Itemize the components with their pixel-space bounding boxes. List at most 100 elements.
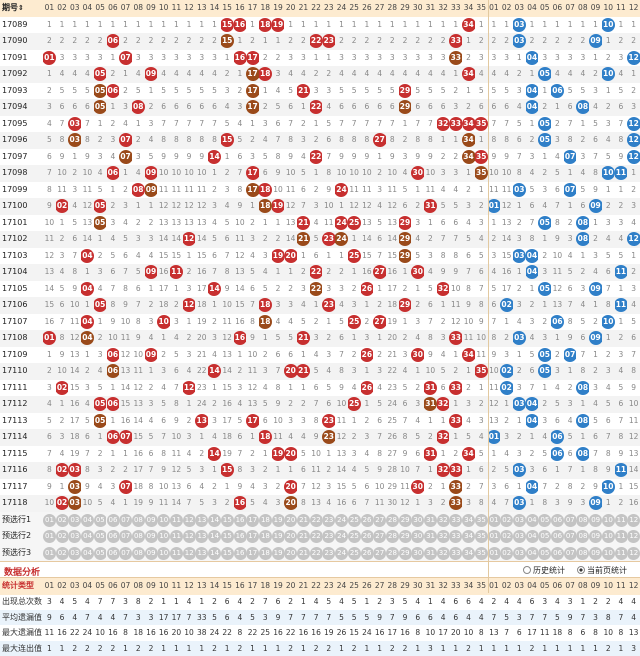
preselect-ball-cell[interactable]: 09	[589, 545, 602, 562]
preselect-ball[interactable]: 03	[68, 530, 81, 543]
preselect-ball-cell[interactable]: 24	[335, 528, 348, 545]
preselect-ball[interactable]: 06	[107, 530, 120, 543]
preselect-ball-cell[interactable]: 14	[208, 512, 221, 529]
preselect-ball[interactable]: 06	[107, 547, 120, 560]
preselect-ball[interactable]: 31	[424, 514, 437, 527]
preselect-ball-cell[interactable]: 12	[627, 545, 640, 562]
preselect-ball[interactable]: 14	[208, 530, 221, 543]
preselect-ball[interactable]: 14	[208, 514, 221, 527]
preselect-ball[interactable]: 24	[335, 547, 348, 560]
preselect-ball[interactable]: 08	[576, 530, 589, 543]
preselect-ball-cell[interactable]: 18	[259, 528, 272, 545]
preselect-ball-cell[interactable]: 29	[399, 528, 412, 545]
preselect-ball[interactable]: 04	[81, 530, 94, 543]
preselect-ball-cell[interactable]: 35	[475, 528, 488, 545]
preselect-ball-cell[interactable]: 16	[234, 512, 247, 529]
preselect-ball-cell[interactable]: 31	[424, 528, 437, 545]
preselect-ball[interactable]: 05	[538, 547, 551, 560]
preselect-ball-cell[interactable]: 12	[183, 528, 196, 545]
preselect-ball[interactable]: 18	[259, 514, 272, 527]
preselect-ball[interactable]: 05	[94, 547, 107, 560]
preselect-ball-cell[interactable]: 34	[462, 512, 475, 529]
preselect-ball[interactable]: 29	[399, 530, 412, 543]
preselect-ball[interactable]: 28	[386, 547, 399, 560]
preselect-ball-cell[interactable]: 27	[373, 528, 386, 545]
issue-column-header[interactable]: 期号⇕	[0, 0, 43, 17]
preselect-ball[interactable]: 06	[551, 514, 564, 527]
preselect-ball[interactable]: 02	[500, 547, 513, 560]
preselect-ball[interactable]: 01	[43, 547, 56, 560]
preselect-ball-cell[interactable]: 11	[615, 528, 628, 545]
preselect-ball-cell[interactable]: 22	[310, 545, 323, 562]
preselect-ball[interactable]: 10	[157, 514, 170, 527]
preselect-ball[interactable]: 10	[602, 514, 615, 527]
preselect-ball-cell[interactable]: 04	[81, 528, 94, 545]
preselect-ball-cell[interactable]: 08	[132, 528, 145, 545]
preselect-ball-cell[interactable]: 11	[170, 512, 183, 529]
preselect-ball[interactable]: 24	[335, 514, 348, 527]
preselect-ball[interactable]: 19	[272, 547, 285, 560]
preselect-ball-cell[interactable]: 20	[284, 512, 297, 529]
preselect-ball-cell[interactable]: 08	[576, 545, 589, 562]
preselect-ball[interactable]: 10	[157, 547, 170, 560]
preselect-ball-cell[interactable]: 21	[297, 512, 310, 529]
preselect-ball[interactable]: 34	[462, 530, 475, 543]
preselect-ball[interactable]: 30	[411, 514, 424, 527]
preselect-ball[interactable]: 29	[399, 514, 412, 527]
preselect-ball-cell[interactable]: 05	[94, 545, 107, 562]
preselect-ball-cell[interactable]: 28	[386, 512, 399, 529]
preselect-ball[interactable]: 09	[589, 547, 602, 560]
preselect-ball[interactable]: 29	[399, 547, 412, 560]
preselect-ball-cell[interactable]: 09	[145, 512, 158, 529]
preselect-ball[interactable]: 32	[437, 514, 450, 527]
preselect-ball-cell[interactable]: 08	[132, 545, 145, 562]
preselect-ball-cell[interactable]: 24	[335, 545, 348, 562]
preselect-ball-cell[interactable]: 04	[526, 512, 539, 529]
preselect-ball-cell[interactable]: 06	[107, 545, 120, 562]
preselect-ball-cell[interactable]: 09	[589, 512, 602, 529]
preselect-ball-cell[interactable]: 01	[488, 512, 501, 529]
preselect-ball-cell[interactable]: 01	[43, 545, 56, 562]
preselect-ball-cell[interactable]: 01	[488, 545, 501, 562]
preselect-ball-cell[interactable]: 04	[81, 512, 94, 529]
preselect-ball[interactable]: 35	[475, 547, 488, 560]
preselect-ball-cell[interactable]: 08	[576, 512, 589, 529]
preselect-ball[interactable]: 30	[411, 530, 424, 543]
preselect-ball[interactable]: 13	[195, 514, 208, 527]
preselect-ball-cell[interactable]: 02	[56, 545, 69, 562]
preselect-ball[interactable]: 25	[348, 514, 361, 527]
preselect-ball[interactable]: 23	[322, 547, 335, 560]
preselect-ball-cell[interactable]: 09	[145, 545, 158, 562]
preselect-ball[interactable]: 19	[272, 530, 285, 543]
preselect-ball-cell[interactable]: 32	[437, 545, 450, 562]
preselect-ball-cell[interactable]: 06	[107, 512, 120, 529]
preselect-ball-cell[interactable]: 22	[310, 528, 323, 545]
preselect-ball[interactable]: 16	[234, 547, 247, 560]
preselect-ball-cell[interactable]: 10	[602, 512, 615, 529]
preselect-ball-cell[interactable]: 16	[234, 545, 247, 562]
preselect-ball[interactable]: 34	[462, 547, 475, 560]
preselect-ball[interactable]: 02	[500, 514, 513, 527]
preselect-ball[interactable]: 08	[132, 514, 145, 527]
preselect-ball-cell[interactable]: 23	[322, 528, 335, 545]
preselect-ball-cell[interactable]: 15	[221, 545, 234, 562]
preselect-ball-cell[interactable]: 03	[68, 528, 81, 545]
preselect-ball-cell[interactable]: 07	[564, 512, 577, 529]
preselect-ball-cell[interactable]: 22	[310, 512, 323, 529]
preselect-ball-cell[interactable]: 11	[615, 545, 628, 562]
preselect-ball-cell[interactable]: 27	[373, 512, 386, 529]
preselect-ball[interactable]: 33	[449, 514, 462, 527]
preselect-ball-cell[interactable]: 03	[68, 512, 81, 529]
preselect-ball[interactable]: 03	[513, 547, 526, 560]
preselect-ball[interactable]: 07	[564, 514, 577, 527]
preselect-ball-cell[interactable]: 34	[462, 528, 475, 545]
preselect-ball-cell[interactable]: 32	[437, 512, 450, 529]
preselect-ball-cell[interactable]: 06	[551, 528, 564, 545]
preselect-ball-cell[interactable]: 26	[361, 528, 374, 545]
preselect-ball-cell[interactable]: 18	[259, 545, 272, 562]
preselect-ball-cell[interactable]: 24	[335, 512, 348, 529]
preselect-ball[interactable]: 04	[526, 530, 539, 543]
preselect-ball-cell[interactable]: 19	[272, 528, 285, 545]
preselect-ball[interactable]: 05	[538, 514, 551, 527]
preselect-ball-cell[interactable]: 29	[399, 512, 412, 529]
